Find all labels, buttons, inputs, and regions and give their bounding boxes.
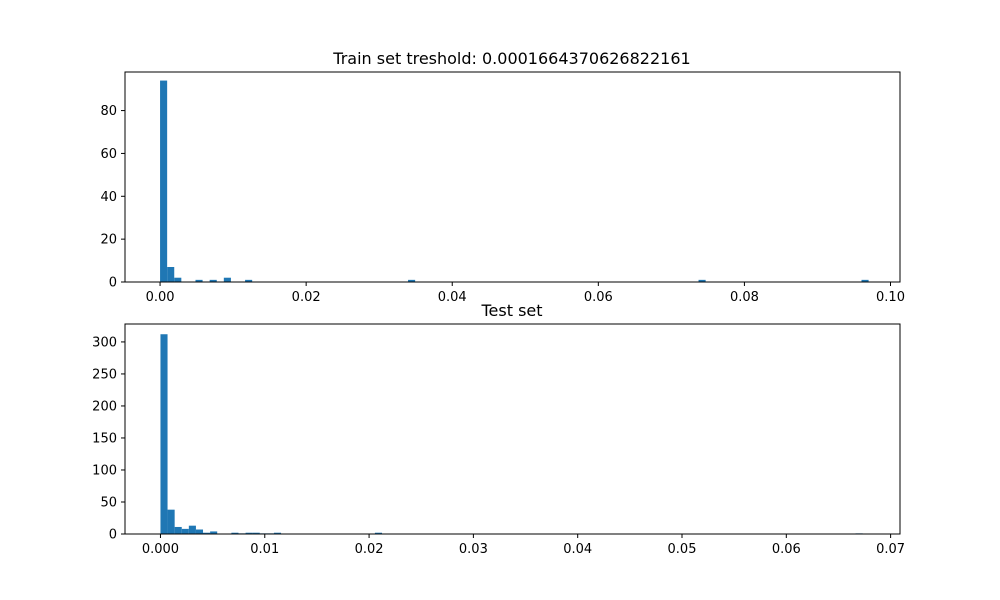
test-histogram-bars (160, 334, 863, 534)
test-histogram-bar-1 (167, 509, 175, 534)
test-histogram-x-tick-label-4: 0.04 (563, 542, 592, 557)
test-histogram-x-tick-label-7: 0.07 (876, 542, 905, 557)
train-histogram-x-tick-label-1: 0.02 (292, 290, 321, 305)
train-histogram-title: Train set treshold: 0.000166437062682216… (332, 49, 690, 68)
train-histogram-y-tick-label-1: 20 (100, 233, 117, 248)
train-histogram-x-tick-label-2: 0.04 (438, 290, 467, 305)
train-histogram-bar-3 (195, 279, 203, 282)
test-histogram-y-tick-label-1: 50 (100, 495, 117, 510)
test-histogram-y-tick-label-0: 0 (109, 528, 117, 543)
test-histogram-bar-15 (374, 532, 383, 534)
test-histogram-bar-11 (252, 532, 260, 534)
test-histogram-bar-14 (273, 532, 282, 534)
test-histogram-title: Test set (480, 301, 542, 320)
test-histogram-x-axis: 0.000 0.01 0.02 0.03 0.04 0.05 0.06 0.07 (142, 534, 905, 557)
train-histogram-bar-0 (160, 80, 168, 282)
test-histogram-bar-3 (181, 528, 189, 534)
train-histogram-bar-8 (698, 279, 706, 282)
test-histogram-x-tick-label-2: 0.02 (355, 542, 384, 557)
train-histogram-bar-1 (167, 267, 175, 282)
train-histogram-y-tick-label-3: 60 (100, 147, 117, 162)
train-histogram-x-tick-label-4: 0.08 (730, 290, 759, 305)
train-histogram-x-tick-label-5: 0.10 (876, 290, 905, 305)
test-histogram-y-axis: 0 50 100 150 200 250 300 (92, 335, 125, 543)
train-histogram-bar-4 (209, 279, 217, 282)
train-histogram-axes-frame (124, 71, 901, 283)
train-histogram-x-axis: 0.00 0.02 0.04 0.06 0.08 0.10 (146, 282, 905, 305)
train-histogram-bar-6 (245, 279, 253, 282)
test-histogram-x-tick-label-0: 0.000 (142, 542, 179, 557)
train-histogram-y-tick-label-4: 80 (100, 104, 117, 119)
test-histogram-bar-4 (188, 525, 196, 534)
train-histogram-bar-5 (223, 277, 231, 282)
train-histogram-x-tick-label-3: 0.06 (584, 290, 613, 305)
test-histogram-x-tick-label-1: 0.01 (250, 542, 279, 557)
train-histogram-bar-7 (408, 279, 416, 282)
test-histogram-bar-7 (210, 531, 218, 534)
test-histogram-bar-6 (203, 532, 211, 534)
train-histogram-y-axis: 0 20 40 60 80 (100, 104, 125, 291)
test-histogram-y-tick-label-6: 300 (92, 335, 117, 350)
train-histogram-y-tick-label-2: 40 (100, 190, 117, 205)
test-histogram-x-tick-label-3: 0.03 (459, 542, 488, 557)
test-histogram-bar-8 (231, 532, 239, 534)
test-histogram-bar-2 (174, 526, 182, 534)
test-histogram-panel: Test set 0.000 0.01 0.02 0.03 0.04 0.05 0.06 0.… (92, 301, 905, 557)
test-histogram-bar-5 (195, 529, 204, 534)
test-histogram-y-tick-label-5: 250 (92, 367, 117, 382)
train-histogram-bars (160, 80, 869, 282)
test-histogram-y-tick-label-3: 150 (92, 431, 117, 446)
train-histogram-bar-2 (174, 277, 182, 282)
train-histogram-panel: Train set treshold: 0.000166437062682216… (100, 49, 905, 305)
train-histogram-bar-9 (861, 279, 869, 282)
test-histogram-bar-10 (245, 532, 253, 534)
test-histogram-bar-0 (160, 334, 168, 534)
test-histogram-x-tick-label-6: 0.06 (772, 542, 801, 557)
train-histogram-y-tick-label-0: 0 (109, 276, 117, 291)
test-histogram-x-tick-label-5: 0.05 (668, 542, 697, 557)
test-histogram-y-tick-label-2: 100 (92, 463, 117, 478)
test-histogram-y-tick-label-4: 200 (92, 399, 117, 414)
test-histogram-axes-frame (124, 323, 901, 535)
train-histogram-x-tick-label-0: 0.00 (146, 290, 175, 305)
